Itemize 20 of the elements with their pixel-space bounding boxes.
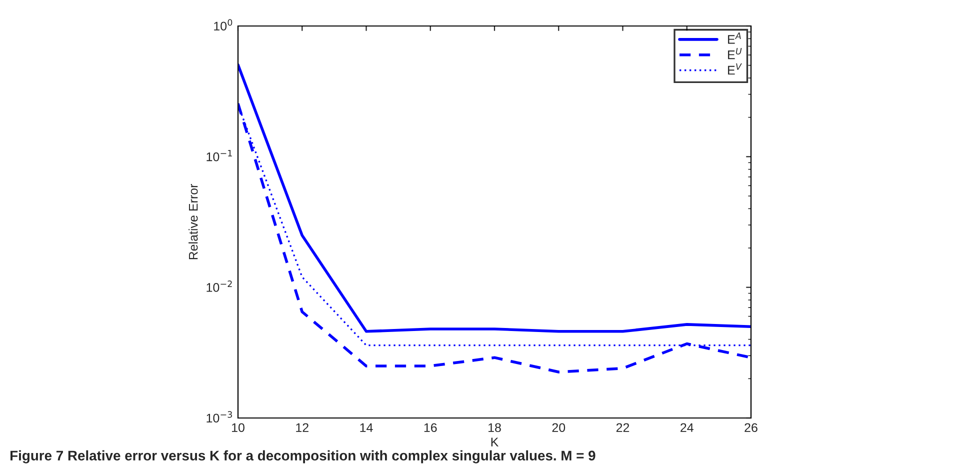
x-tick-label: 16	[424, 423, 437, 432]
legend-label: E$^{V}$	[728, 63, 742, 75]
legend-label: E$^{U}$	[728, 48, 742, 60]
legend-label: E$^{A}$	[728, 32, 741, 44]
x-tick-label: 22	[616, 423, 630, 432]
x-axis-title: K	[491, 438, 499, 446]
caption: Figure 7 Relative error versus K for a decomposition with complex singular values. M = 9	[10, 450, 596, 464]
y-tick-label: 10$^{−3}$	[206, 411, 232, 423]
y-tick-label: 10$^{0}$	[214, 19, 232, 31]
x-tick-label: 12	[296, 423, 308, 432]
x-tick-label: 18	[488, 423, 501, 432]
x-tick-label: 14	[360, 423, 373, 432]
x-tick-label: 24	[680, 423, 694, 432]
x-tick-label: 20	[552, 423, 566, 432]
y-tick-label: 10$^{−1}$	[206, 150, 232, 162]
y-tick-label: 10$^{−2}$	[206, 280, 232, 292]
line-series	[238, 63, 751, 333]
x-tick-label: 26	[744, 423, 758, 432]
y-axis-title: Relative Error	[188, 184, 198, 260]
x-tick-label: 10	[232, 423, 244, 432]
